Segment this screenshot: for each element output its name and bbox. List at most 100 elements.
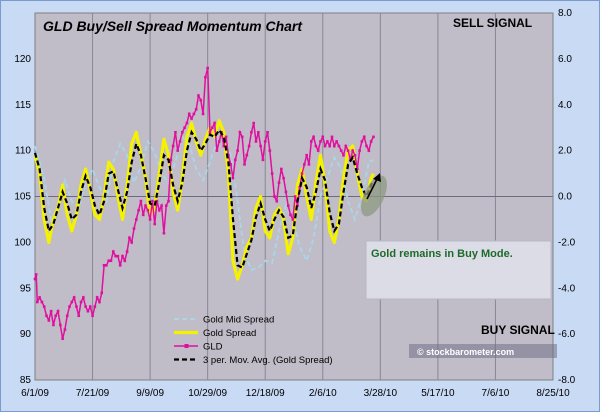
gld-point: [342, 153, 345, 157]
gld-point: [167, 199, 170, 203]
gld-point: [332, 144, 336, 148]
gld-point: [171, 144, 175, 148]
gld-point: [337, 144, 341, 148]
x-tick-label: 5/17/10: [421, 388, 455, 399]
gld-point: [45, 314, 48, 318]
gld-point: [176, 149, 180, 152]
gld-point: [158, 208, 161, 212]
gld-point: [351, 149, 355, 152]
gld-point: [358, 149, 361, 152]
gld-point: [303, 163, 306, 166]
gld-point: [201, 112, 205, 116]
annotation-box: Gold remains in Buy Mode.: [365, 240, 552, 300]
watermark-text: © stockbarometer.com: [417, 347, 514, 357]
gld-point: [321, 135, 325, 139]
gld-point: [114, 254, 117, 258]
gld-point: [95, 296, 99, 299]
series-moving-average: [33, 128, 375, 270]
gld-point: [335, 140, 338, 143]
legend-label: 3 per. Mov. Avg. (Gold Spread): [203, 355, 333, 366]
gld-point: [346, 149, 350, 152]
gld-point: [33, 277, 37, 281]
chart-title: GLD Buy/Sell Spread Momentum Chart: [43, 18, 303, 34]
y-right-tick-label: -8.0: [558, 375, 576, 386]
gld-point: [118, 264, 122, 267]
gld-point: [298, 186, 302, 189]
y-right-tick-label: -6.0: [558, 329, 576, 340]
gld-point: [34, 273, 38, 276]
gld-point: [151, 199, 154, 203]
gld-point: [280, 167, 283, 171]
gld-point: [137, 208, 140, 212]
gld-point: [185, 121, 189, 125]
x-tick-label: 6/1/09: [21, 388, 49, 399]
legend-label: Gold Spread: [203, 328, 256, 339]
y-left-tick-label: 100: [14, 237, 31, 248]
gld-point: [197, 94, 200, 97]
gld-point: [199, 98, 203, 102]
gld-point: [190, 117, 193, 120]
gld-point: [38, 296, 41, 299]
gld-point: [40, 300, 44, 304]
gld-point: [224, 135, 228, 139]
y-left-tick-label: 95: [20, 283, 32, 294]
gld-point: [70, 300, 74, 304]
gld-point: [217, 140, 221, 143]
gld-point: [102, 264, 106, 267]
gld-point: [293, 195, 297, 198]
gld-point: [305, 153, 308, 157]
gld-point: [174, 130, 177, 134]
gld-point: [309, 140, 313, 143]
gld-point: [312, 135, 315, 139]
gld-point: [252, 121, 256, 125]
gld-point: [141, 213, 145, 217]
gld-point: [236, 149, 239, 152]
gld-point: [231, 176, 235, 180]
gld-point: [181, 130, 184, 134]
gld-point: [215, 149, 219, 152]
gld-point: [139, 199, 143, 203]
gld-point: [148, 218, 152, 221]
y-right-tick-label: -4.0: [558, 283, 576, 294]
gld-point: [353, 153, 357, 157]
gld-point: [243, 163, 246, 166]
gld-point: [194, 108, 198, 111]
gld-point: [187, 112, 191, 116]
gld-point: [254, 140, 258, 143]
gld-point: [36, 300, 39, 304]
gld-point: [307, 163, 311, 166]
legend-label: Gold Mid Spread: [203, 315, 274, 326]
gld-point: [233, 158, 237, 162]
gld-point: [111, 250, 115, 253]
gld-point: [79, 300, 83, 304]
gld-point: [82, 296, 85, 299]
gld-point: [210, 126, 214, 129]
x-tick-label: 10/29/09: [188, 388, 227, 399]
gld-point: [153, 222, 157, 226]
gld-point: [128, 236, 131, 240]
gld-point: [319, 140, 322, 143]
gld-point: [98, 300, 101, 304]
gld-point: [206, 66, 209, 70]
x-tick-label: 12/18/09: [246, 388, 285, 399]
gld-point: [268, 149, 272, 152]
gld-point: [289, 213, 292, 217]
gld-point: [164, 204, 168, 207]
gld-point: [47, 319, 51, 322]
gld-point: [130, 241, 133, 244]
buy-signal-label: BUY SIGNAL: [481, 323, 555, 337]
gld-point: [270, 172, 274, 175]
gld-point: [250, 130, 253, 134]
gld-point: [323, 144, 327, 148]
gld-point: [286, 204, 290, 207]
gld-point: [105, 264, 108, 267]
tick-labels: 6/1/09 7/21/09 9/9/09 10/29/09 12/18/09 2/6/1…: [14, 8, 575, 399]
y-left-tick-label: 90: [20, 329, 32, 340]
y-right-tick-label: -2.0: [558, 237, 576, 248]
gld-point: [275, 199, 279, 203]
watermark: © stockbarometer.com: [409, 344, 557, 358]
gld-point: [300, 172, 304, 175]
x-tick-label: 7/6/10: [482, 388, 510, 399]
gld-point: [367, 149, 371, 152]
